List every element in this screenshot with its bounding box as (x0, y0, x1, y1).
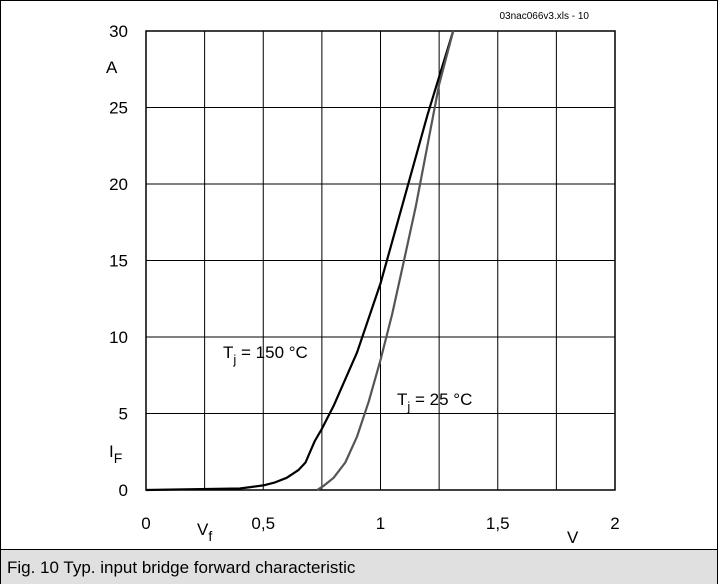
plot-border (145, 30, 616, 491)
series-line (316, 30, 455, 491)
x-tick-label: 0 (141, 514, 150, 533)
x-axis-symbol: Vf (197, 520, 212, 544)
caption-bar: Fig. 10 Typ. input bridge forward charac… (1, 549, 717, 584)
series-label: Tj = 25 °C (397, 390, 472, 414)
y-tick-label: 10 (109, 328, 128, 347)
series-line (145, 30, 455, 492)
source-label: 03nac066v3.xls - 10 (499, 11, 589, 22)
y-tick-label: 20 (109, 175, 128, 194)
label-layer: Tj = 150 °C Tj = 25 °C A IF Vf V 03nac066v3.xl… (106, 11, 589, 547)
x-tick-label: 1 (376, 514, 385, 533)
y-tick-label: 5 (119, 405, 128, 424)
y-tick-label: 0 (119, 481, 128, 500)
x-tick-label: 1,5 (486, 514, 510, 533)
y-axis-symbol: IF (109, 442, 122, 466)
y-tick-label: 25 (109, 99, 128, 118)
x-tick-label: 2 (610, 514, 619, 533)
y-axis-unit: A (106, 58, 118, 77)
y-tick-label: 30 (109, 22, 128, 41)
x-tick-label: 0,5 (251, 514, 275, 533)
series-layer (145, 30, 455, 492)
y-tick-label: 15 (109, 252, 128, 271)
figure-caption: Fig. 10 Typ. input bridge forward charac… (7, 558, 356, 577)
x-axis-unit: V (567, 528, 579, 547)
grid-layer (145, 30, 616, 491)
series-label: Tj = 150 °C (223, 343, 308, 367)
